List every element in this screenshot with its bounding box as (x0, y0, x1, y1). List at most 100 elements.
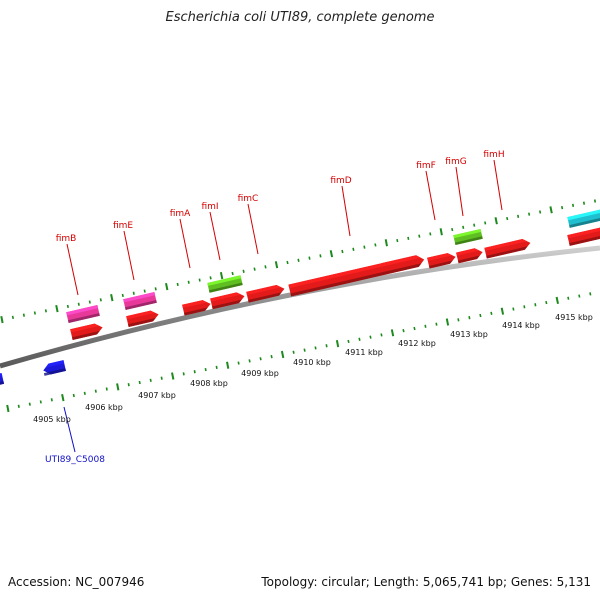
minor-tick (11, 315, 14, 320)
right-edge-feature (567, 226, 600, 246)
minor-tick (413, 326, 416, 331)
scale-label: 4912 kbp (398, 339, 436, 348)
feature-shadow (0, 381, 5, 387)
minor-tick (517, 214, 520, 218)
minor-tick (66, 304, 69, 309)
feature-shadow (208, 282, 243, 293)
feature-shadow (569, 234, 600, 246)
minor-tick (457, 318, 460, 322)
minor-tick (215, 365, 218, 370)
major-tick (280, 350, 285, 359)
fimG-feature (456, 248, 483, 264)
minor-tick (270, 354, 273, 359)
gene-label-fimD: fimD (330, 176, 351, 186)
feature-highlight (453, 228, 482, 239)
feature-shadow (43, 368, 66, 376)
minor-tick (121, 293, 124, 298)
feature-shadow (290, 263, 422, 297)
feature-shadow (183, 307, 208, 316)
minor-tick (473, 223, 476, 227)
outer-tick-ring (0, 199, 597, 324)
minor-tick (99, 298, 102, 302)
fimE-feature (126, 310, 159, 327)
gene-label-fimB: fimB (56, 234, 77, 244)
scale-labels: 4905 kbp 4906 kbp 4907 kbp 4908 kbp 4909 kbp… (33, 313, 593, 424)
feature-highlight (567, 226, 600, 239)
minor-tick (523, 305, 526, 309)
gene-label-fimE: fimE (113, 221, 133, 231)
gene-label-fimH: fimH (483, 150, 504, 160)
major-tick (171, 372, 175, 380)
scale-label: 4909 kbp (241, 369, 279, 378)
minor-tick (578, 294, 581, 298)
feature-shadow (72, 330, 100, 340)
major-tick (549, 206, 553, 214)
minor-tick (429, 232, 432, 236)
minor-tick (512, 307, 515, 311)
major-tick (384, 239, 388, 247)
left-edge-feature (0, 373, 5, 387)
minor-tick (303, 348, 306, 352)
leader-line-fimC (247, 203, 259, 255)
minor-tick (319, 254, 322, 258)
map-title: Escherichia coli UTI89, complete genome (165, 10, 435, 25)
minor-tick (363, 245, 366, 249)
minor-tick (347, 339, 350, 344)
leader-line-cds (63, 406, 76, 453)
minor-tick (297, 258, 300, 262)
major-tick (116, 383, 120, 391)
label-leaders (63, 159, 503, 453)
minor-tick (149, 378, 152, 382)
fimC-feature (246, 284, 285, 303)
feature-highlight (288, 255, 421, 289)
minor-tick (582, 201, 586, 205)
leader-line-fimD (341, 185, 351, 237)
minor-tick (88, 300, 91, 304)
minor-tick (138, 380, 141, 385)
leader-line-fimI (209, 211, 221, 261)
scale-label: 4915 kbp (555, 313, 593, 322)
leader-line-fimE (123, 230, 135, 281)
major-tick (390, 329, 395, 337)
scale-label: 4911 kbp (345, 348, 383, 357)
major-tick (6, 404, 10, 413)
minor-tick (468, 316, 471, 320)
major-tick (445, 318, 450, 326)
scale-label: 4913 kbp (450, 330, 488, 339)
feature-highlight (207, 275, 242, 286)
feature-shadow (457, 255, 480, 264)
feature-highlight (456, 248, 480, 256)
scale-label: 4907 kbp (138, 391, 176, 400)
feature-highlight (70, 323, 100, 333)
gene-label-fimC: fimC (238, 194, 259, 204)
major-tick (555, 296, 559, 305)
feature-highlight (66, 305, 99, 316)
feature-shadow (486, 246, 528, 259)
minor-tick (77, 302, 80, 306)
minor-tick (193, 370, 196, 374)
feature-shadow (128, 317, 156, 327)
leader-line-fimF (425, 170, 436, 221)
feature-highlight (246, 284, 282, 296)
minor-tick (17, 404, 20, 408)
feature-shadow (212, 299, 242, 310)
gene-label-fimG: fimG (445, 157, 466, 167)
feature-highlight (567, 208, 600, 221)
minor-tick (160, 376, 163, 380)
minor-tick (589, 292, 592, 296)
minor-tick (396, 238, 399, 243)
inner-tick-ring (6, 292, 592, 413)
minor-tick (325, 344, 328, 348)
fimB-feature-pink (66, 305, 100, 323)
minor-tick (380, 333, 383, 337)
minor-tick (451, 227, 454, 232)
minor-tick (39, 400, 42, 404)
major-tick (226, 361, 230, 369)
leader-line-fimA (179, 218, 191, 269)
fimI-feature (210, 292, 245, 310)
minor-tick (402, 329, 405, 333)
minor-tick (506, 216, 509, 221)
minor-tick (424, 324, 427, 328)
scale-label: 4905 kbp (33, 415, 71, 424)
fimH-feature (484, 239, 531, 259)
